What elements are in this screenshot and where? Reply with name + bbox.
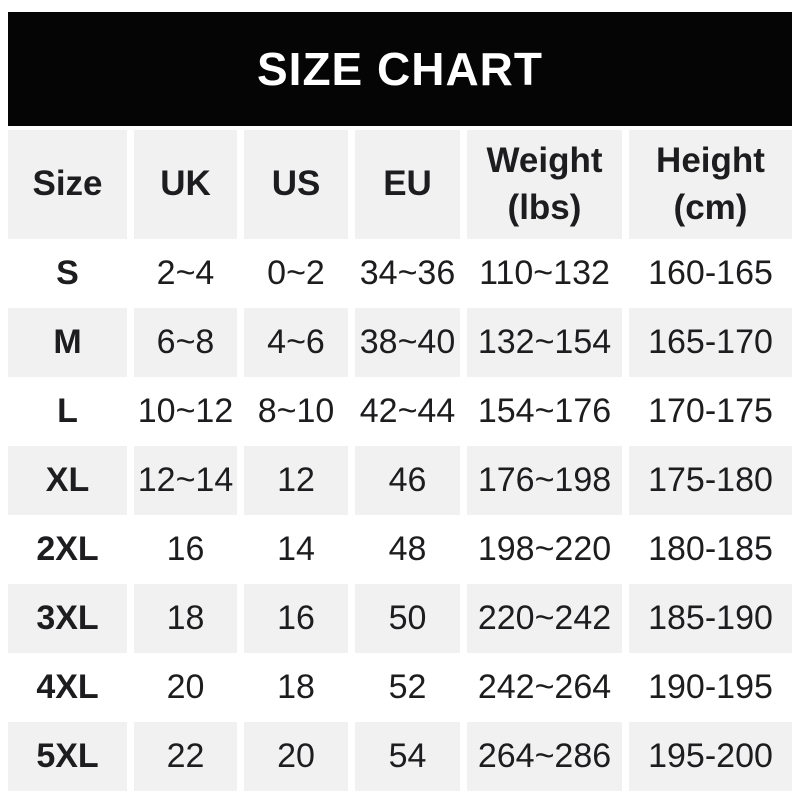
header-cell-size: Size	[8, 130, 127, 239]
weight-value: 220~242	[467, 584, 622, 653]
table-row-xl: XL 12~14 12 46 176~198 175-180	[8, 446, 792, 515]
uk-value: 22	[134, 722, 237, 791]
weight-value: 110~132	[479, 254, 610, 293]
uk-value: 2~4	[156, 254, 215, 293]
size-label: L	[57, 392, 78, 431]
height-value: 185-190	[629, 584, 792, 653]
uk-value: 18	[134, 584, 237, 653]
header-cell-height: Height (cm)	[629, 130, 792, 239]
us-value: 16	[244, 584, 348, 653]
table-row-5xl: 5XL 22 20 54 264~286 195-200	[8, 722, 792, 791]
size-label: S	[56, 254, 79, 293]
header-label: Weight	[486, 141, 603, 181]
eu-value: 50	[355, 584, 460, 653]
header-cell-us: US	[244, 130, 348, 239]
header-label: (lbs)	[507, 187, 582, 227]
us-value: 8~10	[257, 392, 335, 431]
header-label: (cm)	[673, 187, 748, 227]
size-label: 2XL	[36, 530, 99, 569]
size-label: 4XL	[36, 668, 99, 707]
header-cell-weight: Weight (lbs)	[467, 130, 622, 239]
weight-value: 264~286	[467, 722, 622, 791]
height-value: 195-200	[629, 722, 792, 791]
uk-value: 16	[166, 530, 205, 569]
uk-value: 10~12	[137, 392, 234, 431]
us-value: 20	[244, 722, 348, 791]
height-value: 165-170	[629, 308, 792, 377]
size-chart-banner: SIZE CHART	[8, 12, 792, 126]
table-row-l: L 10~12 8~10 42~44 154~176 170-175	[8, 377, 792, 446]
us-value: 0~2	[267, 254, 325, 293]
us-value: 18	[277, 668, 315, 707]
uk-value: 12~14	[134, 446, 237, 515]
eu-value: 42~44	[359, 392, 456, 431]
uk-value: 6~8	[134, 308, 237, 377]
weight-value: 242~264	[477, 668, 612, 707]
us-value: 4~6	[244, 308, 348, 377]
header-label: Size	[32, 164, 103, 204]
height-value: 180-185	[648, 530, 773, 569]
height-value: 170-175	[648, 392, 773, 431]
eu-value: 46	[355, 446, 460, 515]
header-cell-uk: UK	[134, 130, 237, 239]
eu-value: 54	[355, 722, 460, 791]
weight-value: 154~176	[477, 392, 612, 431]
header-label: UK	[160, 164, 211, 204]
table-row-2xl: 2XL 16 14 48 198~220 180-185	[8, 515, 792, 584]
table-row-m: M 6~8 4~6 38~40 132~154 165-170	[8, 308, 792, 377]
header-label: EU	[383, 164, 432, 204]
weight-value: 176~198	[467, 446, 622, 515]
size-label: M	[8, 308, 127, 377]
page-title: SIZE CHART	[257, 43, 543, 95]
table-row-3xl: 3XL 18 16 50 220~242 185-190	[8, 584, 792, 653]
table-header-row: Size UK US EU Weight (lbs) Height (cm)	[8, 130, 792, 239]
table-body: S 2~4 0~2 34~36 110~132 160-165 M 6~8 4~6 38~40 13…	[8, 239, 792, 791]
weight-value: 132~154	[467, 308, 622, 377]
size-label: XL	[8, 446, 127, 515]
header-label: US	[271, 164, 321, 204]
header-cell-eu: EU	[355, 130, 460, 239]
table-row-4xl: 4XL 20 18 52 242~264 190-195	[8, 653, 792, 722]
eu-value: 34~36	[359, 254, 456, 293]
eu-value: 38~40	[355, 308, 460, 377]
size-table: Size UK US EU Weight (lbs) Height (cm) S 2~4 0~2 3…	[8, 130, 792, 791]
size-label: 3XL	[8, 584, 127, 653]
us-value: 12	[244, 446, 348, 515]
height-value: 160-165	[648, 254, 773, 293]
header-label: Height	[656, 141, 765, 181]
us-value: 14	[277, 530, 315, 569]
table-row-s: S 2~4 0~2 34~36 110~132 160-165	[8, 239, 792, 308]
weight-value: 198~220	[477, 530, 612, 569]
height-value: 190-195	[648, 668, 773, 707]
eu-value: 52	[388, 668, 427, 707]
height-value: 175-180	[629, 446, 792, 515]
size-label: 5XL	[8, 722, 127, 791]
uk-value: 20	[166, 668, 205, 707]
eu-value: 48	[388, 530, 427, 569]
